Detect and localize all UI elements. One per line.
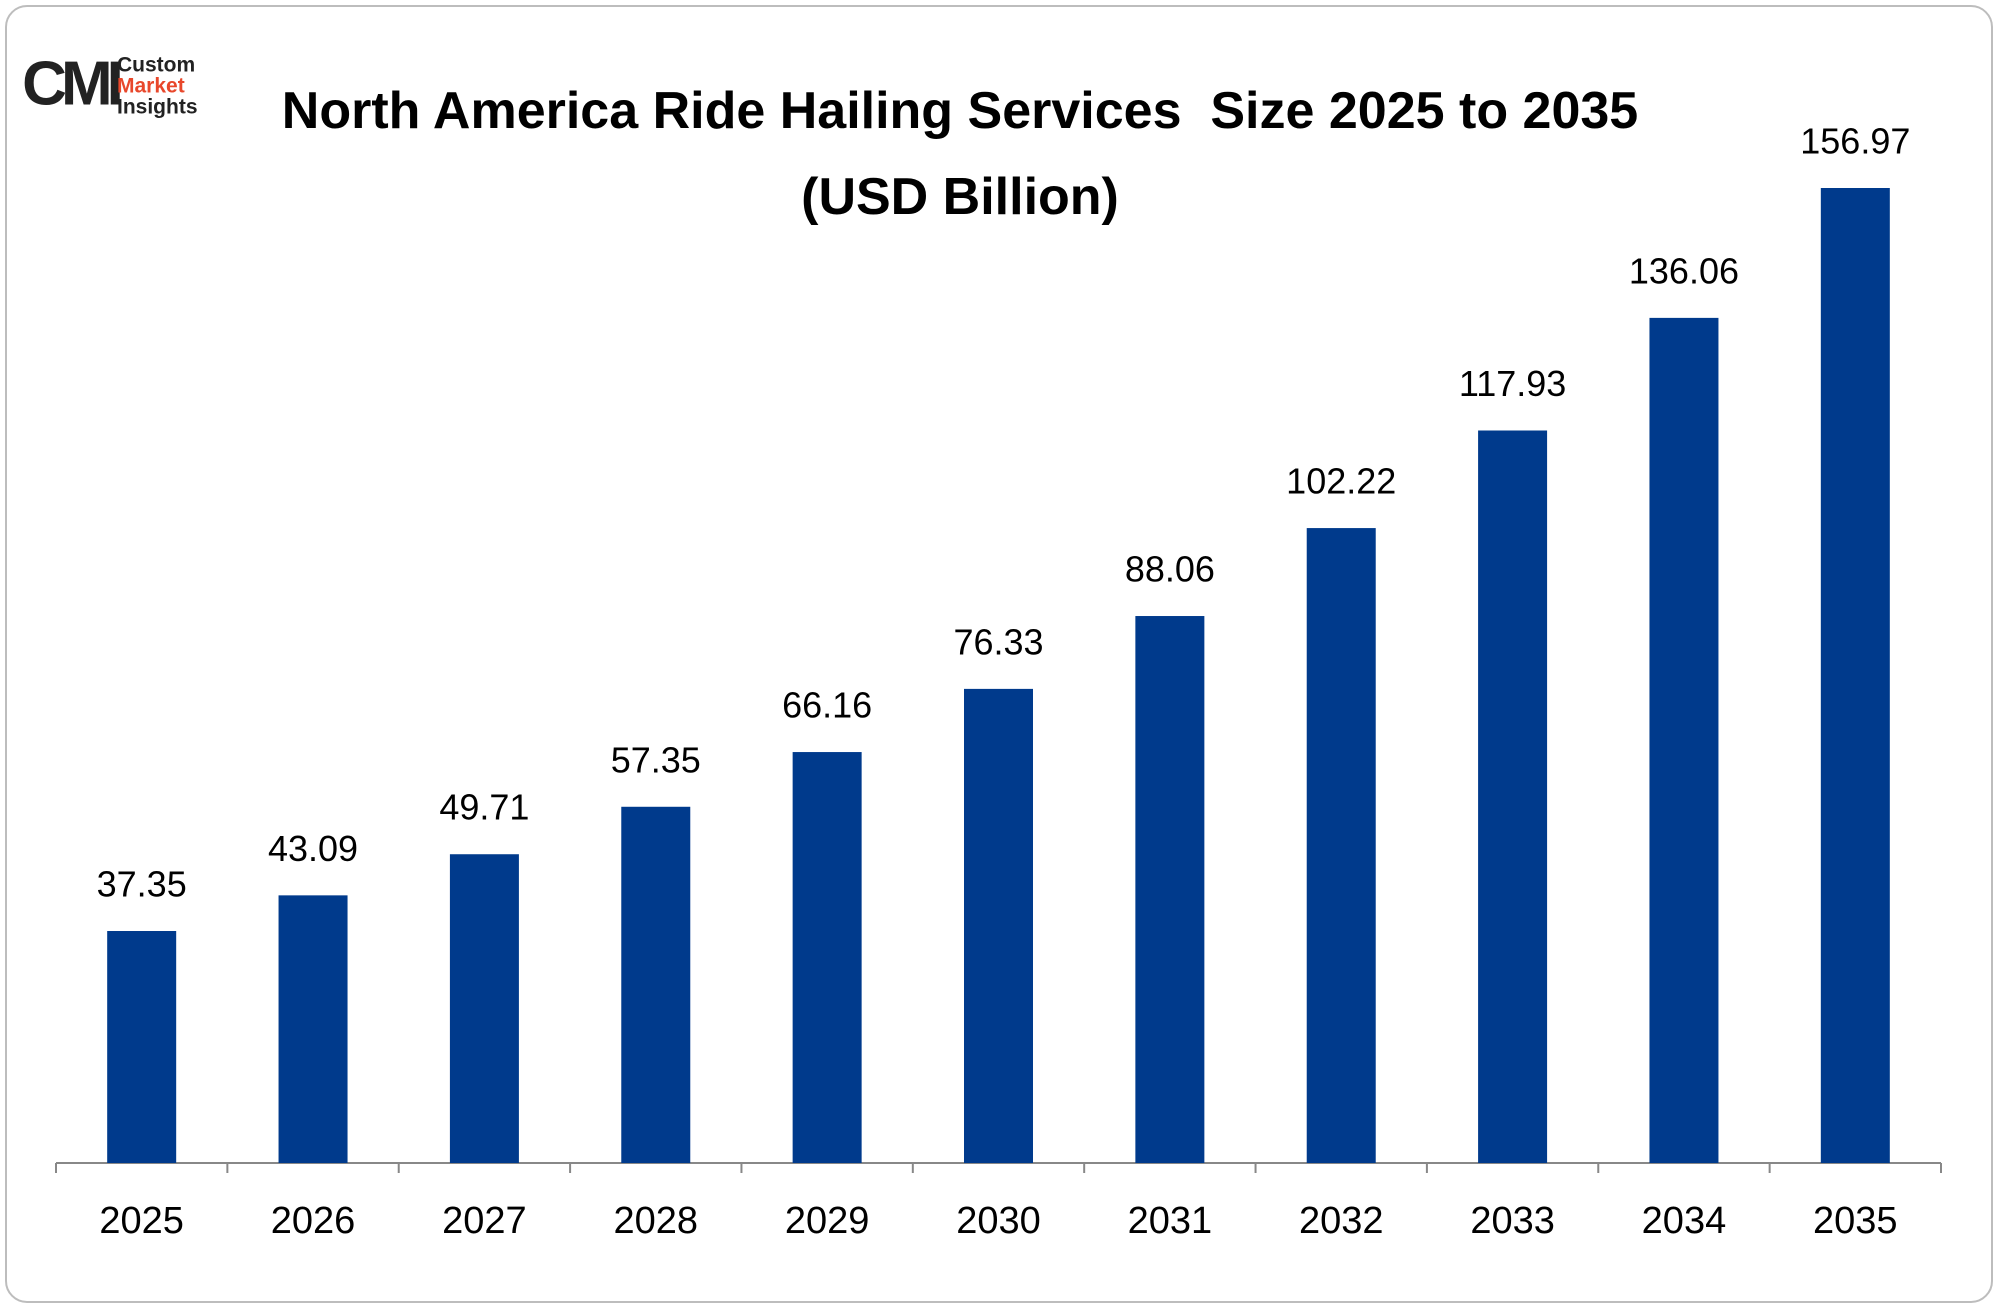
frame: [5, 5, 1993, 1303]
chart-title: North America Ride Hailing Services Size…: [281, 82, 1653, 226]
value-label: 102.22: [1286, 461, 1396, 502]
bar: [1478, 430, 1548, 1163]
value-label: 66.16: [782, 685, 872, 726]
x-tick-label: 2031: [1128, 1200, 1213, 1242]
logo-text: Market: [117, 75, 185, 98]
bar: [107, 931, 177, 1163]
x-tick-label: 2034: [1642, 1200, 1727, 1242]
value-label: 57.35: [611, 739, 701, 780]
value-label: 117.93: [1459, 363, 1566, 404]
bar: [1649, 317, 1719, 1164]
value-label: 76.33: [953, 621, 1043, 662]
bar: [449, 854, 519, 1163]
bar: [1135, 616, 1205, 1163]
bar: [621, 806, 691, 1163]
x-tick-label: 2033: [1470, 1200, 1555, 1242]
value-label: 88.06: [1125, 549, 1215, 590]
logo-mark: CMI: [22, 49, 120, 118]
x-tick-label: 2026: [271, 1200, 356, 1242]
value-label: 37.35: [97, 864, 187, 905]
bar: [792, 752, 862, 1163]
x-tick-label: 2028: [613, 1200, 698, 1242]
value-label: 136.06: [1629, 250, 1739, 291]
bar: [1306, 528, 1376, 1163]
logo-text: Insights: [117, 96, 198, 119]
x-tick-label: 2029: [785, 1200, 870, 1242]
value-label: 156.97: [1800, 121, 1910, 162]
x-tick-label: 2025: [99, 1200, 184, 1242]
value-label: 49.71: [439, 787, 529, 828]
x-tick-label: 2035: [1813, 1200, 1898, 1242]
bar: [964, 688, 1033, 1163]
x-tick-label: 2027: [442, 1200, 527, 1242]
logo-text: Custom: [117, 54, 195, 77]
x-tick-label: 2032: [1299, 1200, 1384, 1242]
bar: [278, 895, 348, 1163]
x-tick-label: 2030: [956, 1200, 1041, 1242]
value-label: 43.09: [268, 828, 358, 869]
bar: [1820, 188, 1890, 1163]
